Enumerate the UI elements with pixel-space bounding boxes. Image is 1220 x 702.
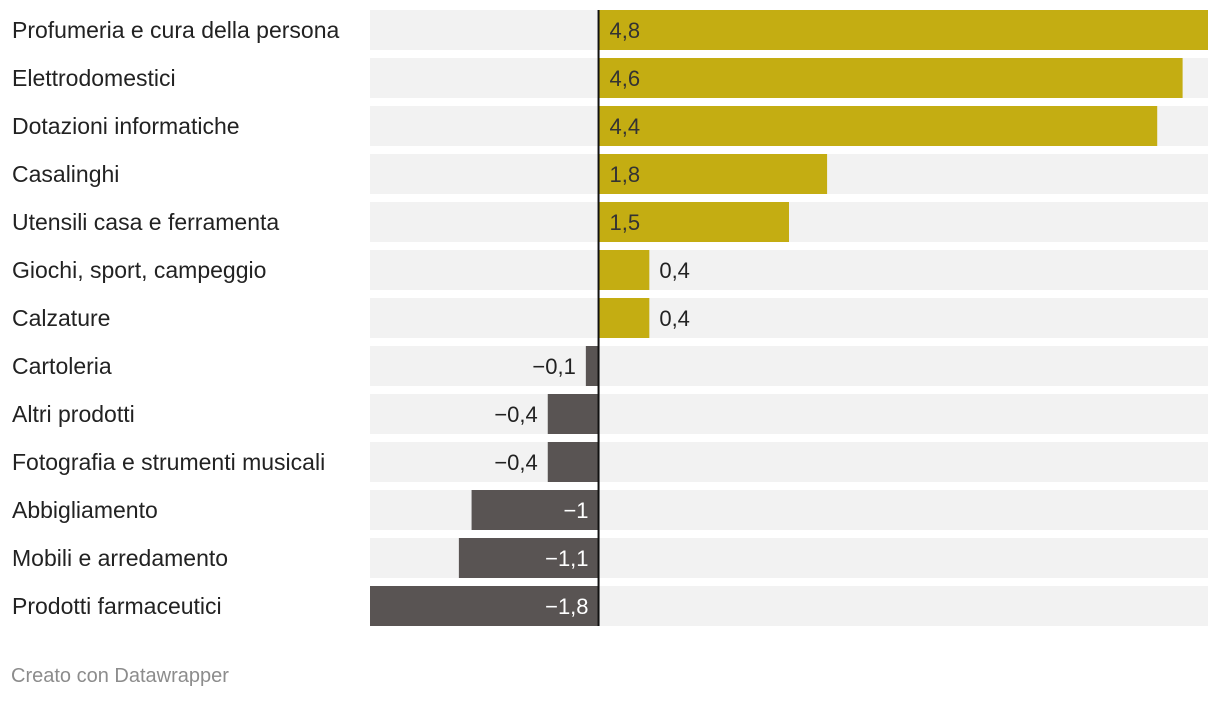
category-label: Dotazioni informatiche <box>12 113 240 139</box>
category-label: Giochi, sport, campeggio <box>12 257 266 283</box>
bar <box>598 106 1158 146</box>
category-label: Prodotti farmaceutici <box>12 593 222 619</box>
category-label: Profumeria e cura della persona <box>12 17 339 43</box>
bar <box>547 394 599 434</box>
category-label: Abbigliamento <box>12 497 158 523</box>
bar <box>471 490 599 530</box>
bar <box>598 58 1183 98</box>
bar-background <box>370 298 1208 338</box>
value-label: −0,4 <box>494 402 537 427</box>
credit-text: Creato con Datawrapper <box>11 665 229 687</box>
value-label: −0,4 <box>494 450 537 475</box>
bar <box>547 442 599 482</box>
value-label: 4,6 <box>610 66 641 91</box>
bar <box>585 346 599 386</box>
category-label: Casalinghi <box>12 161 119 187</box>
value-label: 1,8 <box>610 162 641 187</box>
category-label: Mobili e arredamento <box>12 545 228 571</box>
value-label: 4,8 <box>610 18 641 43</box>
value-label: −1,8 <box>545 594 588 619</box>
bar <box>598 154 828 194</box>
category-label: Calzature <box>12 305 110 331</box>
bar-chart: Profumeria e cura della persona 4,8 Elettr… <box>12 10 1208 626</box>
bar-background <box>370 250 1208 290</box>
bar-background <box>370 442 1208 482</box>
bar-background <box>370 346 1208 386</box>
bar <box>598 202 789 242</box>
category-label: Utensili casa e ferramenta <box>12 209 279 235</box>
bar <box>598 250 650 290</box>
category-label: Altri prodotti <box>12 401 135 427</box>
bar <box>598 298 650 338</box>
value-label: 0,4 <box>659 258 690 283</box>
bar <box>370 586 599 626</box>
bar-background <box>370 394 1208 434</box>
value-label: −1 <box>563 498 588 523</box>
category-label: Cartoleria <box>12 353 112 379</box>
value-label: 0,4 <box>659 306 690 331</box>
bar <box>458 538 599 578</box>
category-label: Elettrodomestici <box>12 65 176 91</box>
category-label: Fotografia e strumenti musicali <box>12 449 325 475</box>
value-label: −1,1 <box>545 546 588 571</box>
value-label: 4,4 <box>610 114 641 139</box>
value-label: 1,5 <box>610 210 641 235</box>
value-label: −0,1 <box>532 354 575 379</box>
bar <box>598 10 1208 50</box>
